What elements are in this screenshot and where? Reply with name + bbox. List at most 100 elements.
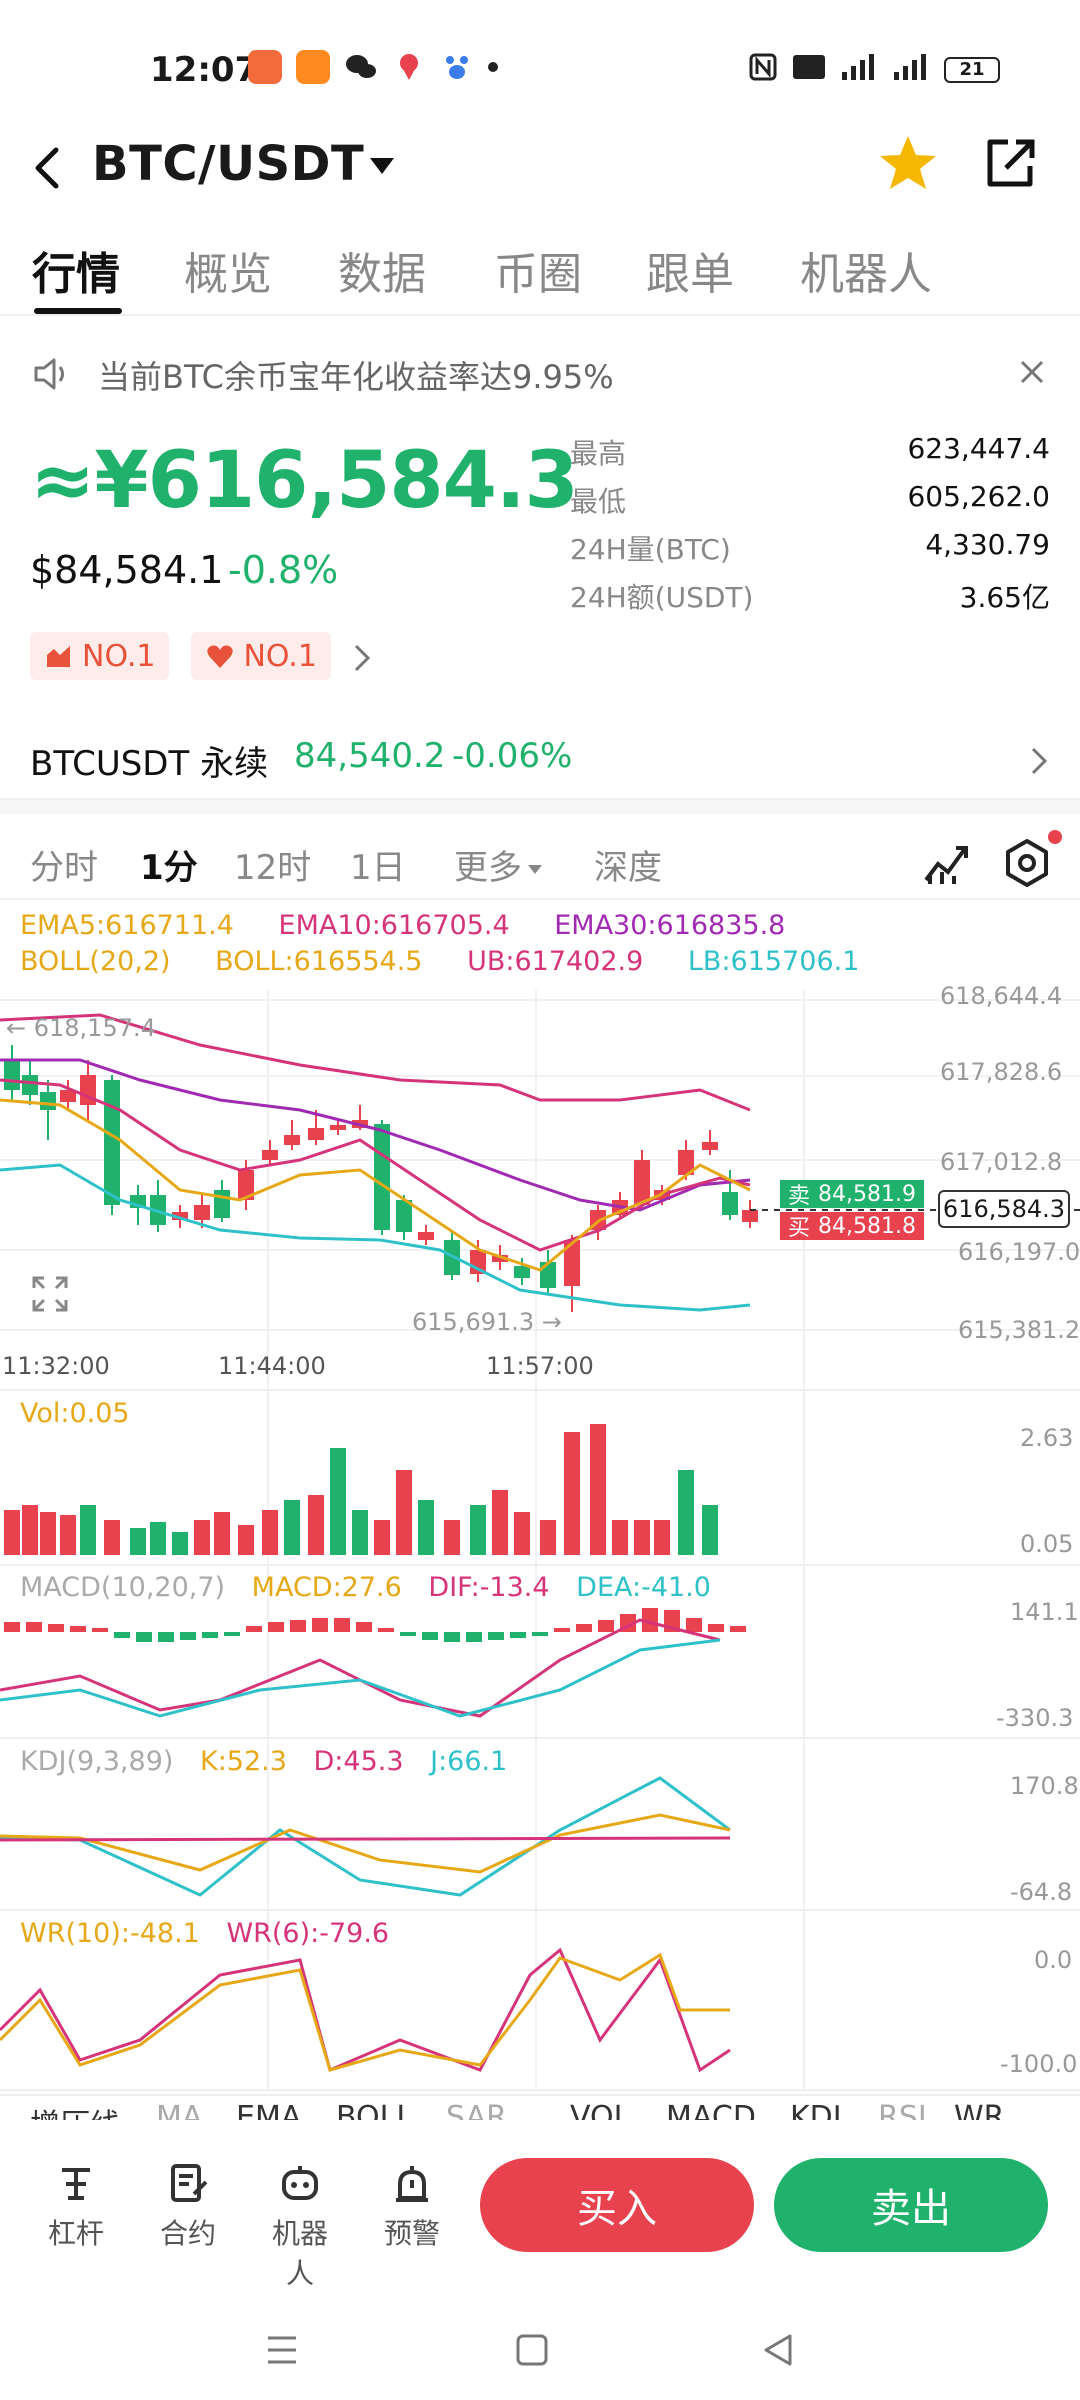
macd-bar [708, 1624, 724, 1632]
tab-market[interactable]: 行情 [32, 249, 120, 300]
notice-banner[interactable]: 当前BTC余币宝年化收益率达9.95% [0, 340, 1080, 410]
settings-icon[interactable] [1000, 836, 1054, 890]
status-indicators: 21 [748, 52, 1000, 88]
indicator-option[interactable]: WR [954, 2100, 1005, 2120]
candle-body [22, 1075, 38, 1095]
stat-label: 24H额(USDT) [570, 581, 754, 614]
star-icon[interactable] [874, 130, 942, 198]
indicator-option[interactable]: MACD [666, 2100, 756, 2120]
ema5-line [0, 1098, 751, 1272]
hd-icon [792, 52, 826, 88]
rank-badges[interactable]: NO.1 NO.1 [30, 632, 331, 680]
close-icon[interactable] [1014, 354, 1050, 390]
lb-value: LB:615706.1 [687, 946, 860, 977]
volume-bar [80, 1505, 96, 1555]
macd-bar [554, 1628, 570, 1632]
drawing-tools-icon[interactable] [920, 836, 972, 888]
macd-bar [202, 1632, 218, 1638]
volume-bar [60, 1515, 76, 1555]
leverage-button[interactable]: 杠杆 [36, 2162, 116, 2252]
stat-row: 24H额(USDT) 3.65亿 [570, 572, 1050, 620]
robot-button[interactable]: 机器人 [260, 2162, 340, 2292]
indicator-selector[interactable]: 增压线 MA EMA BOLL SAR VOL MACD KDJ RSI WR [0, 2094, 1080, 2120]
chevron-right-icon[interactable] [350, 640, 374, 676]
x-axis-label: 11:44:00 [218, 1352, 326, 1380]
alert-button[interactable]: 预警 [372, 2162, 452, 2252]
volume-bar [284, 1500, 300, 1555]
rank-badge[interactable]: NO.1 [191, 632, 331, 680]
fullscreen-icon[interactable] [30, 1274, 70, 1314]
timeframe-line[interactable]: 分时 [30, 848, 98, 888]
kdj-axis-label: 170.8 [1010, 1772, 1079, 1800]
indicator-option[interactable]: BOLL [336, 2100, 414, 2120]
ema10-value: EMA10:616705.4 [278, 910, 510, 941]
macd-params: MACD(10,20,7) [20, 1572, 226, 1603]
macd-bar [334, 1618, 350, 1632]
macd-bar [92, 1628, 108, 1632]
indicator-option[interactable]: EMA [236, 2100, 302, 2120]
y-axis-label: 618,644.4 [940, 982, 1063, 1010]
chevron-right-icon[interactable] [1028, 744, 1050, 778]
candle-body [722, 1192, 738, 1215]
contract-label: 合约 [159, 2217, 216, 2250]
indicator-option[interactable]: RSI [878, 2100, 927, 2120]
timeframe-more[interactable]: 更多 [454, 840, 542, 889]
tab-overview[interactable]: 概览 [184, 249, 272, 300]
volume-bar [678, 1470, 694, 1555]
rank-badge-label: NO.1 [82, 638, 156, 674]
volume-bar [702, 1505, 718, 1555]
system-nav-bar [0, 2300, 1080, 2400]
rank-badge[interactable]: NO.1 [30, 632, 170, 680]
tab-robot[interactable]: 机器人 [800, 249, 932, 300]
back-icon[interactable] [26, 138, 66, 198]
k-value: K:52.3 [200, 1746, 287, 1777]
caret-down-icon[interactable] [366, 150, 398, 182]
tab-bar: 行情 概览 数据 币圈 跟单 机器人 [0, 232, 1080, 316]
macd-bar [136, 1632, 152, 1642]
timeframe-12h[interactable]: 12时 [234, 848, 312, 888]
volume-bar [352, 1510, 368, 1555]
timeframe-1d[interactable]: 1日 [350, 848, 406, 888]
usd-price: $84,584.1 [30, 548, 224, 592]
home-icon[interactable] [512, 2330, 552, 2370]
ema5-value: EMA5:616711.4 [20, 910, 234, 941]
contract-button[interactable]: 合约 [148, 2162, 228, 2252]
candle-body [374, 1124, 390, 1230]
ema-legend: EMA5:616711.4 EMA10:616705.4 EMA30:61683… [20, 910, 785, 941]
timeframe-1m[interactable]: 1分 [140, 848, 198, 888]
indicator-option[interactable]: MA [156, 2100, 203, 2120]
section-divider [0, 800, 1080, 814]
buy-button[interactable]: 买入 [480, 2158, 754, 2252]
menu-icon[interactable] [262, 2330, 302, 2370]
back-nav-icon[interactable] [758, 2330, 798, 2370]
wr-legend: WR(10):-48.1 WR(6):-79.6 [20, 1918, 389, 1949]
volume-bar [590, 1424, 606, 1555]
d-line [0, 1836, 731, 1842]
pair-title[interactable]: BTC/USDT [92, 136, 365, 192]
candle-body [514, 1266, 530, 1278]
indicator-option[interactable]: KDJ [790, 2100, 842, 2120]
macd-bar [114, 1632, 130, 1638]
indicator-option[interactable]: VOL [570, 2100, 631, 2120]
indicator-option[interactable]: SAR [446, 2100, 507, 2120]
kline-chart[interactable] [0, 0, 1080, 2100]
price-change: -0.8% [228, 548, 339, 592]
ask-label: 卖 [788, 1184, 811, 1209]
volume-bar [514, 1512, 530, 1555]
ub-line [0, 1013, 751, 1112]
sell-button[interactable]: 卖出 [774, 2158, 1048, 2252]
y-axis-label: 617,828.6 [940, 1058, 1063, 1086]
timeframe-depth[interactable]: 深度 [594, 848, 662, 888]
last-price-tag: 616,584.3 [938, 1190, 1070, 1228]
tab-data[interactable]: 数据 [338, 249, 426, 300]
volume-bar [4, 1510, 20, 1555]
tab-copy-trade[interactable]: 跟单 [646, 249, 734, 300]
tab-community[interactable]: 币圈 [494, 249, 582, 300]
indicator-option[interactable]: 增压线 [30, 2100, 120, 2120]
perpetual-row[interactable]: BTCUSDT 永续 84,540.2 -0.06% [0, 728, 1080, 800]
macd-value: MACD:27.6 [251, 1572, 402, 1603]
candle-body [40, 1092, 56, 1110]
share-icon[interactable] [978, 132, 1042, 196]
macd-bar [598, 1620, 614, 1632]
notice-text: 当前BTC余币宝年化收益率达9.95% [98, 358, 614, 396]
